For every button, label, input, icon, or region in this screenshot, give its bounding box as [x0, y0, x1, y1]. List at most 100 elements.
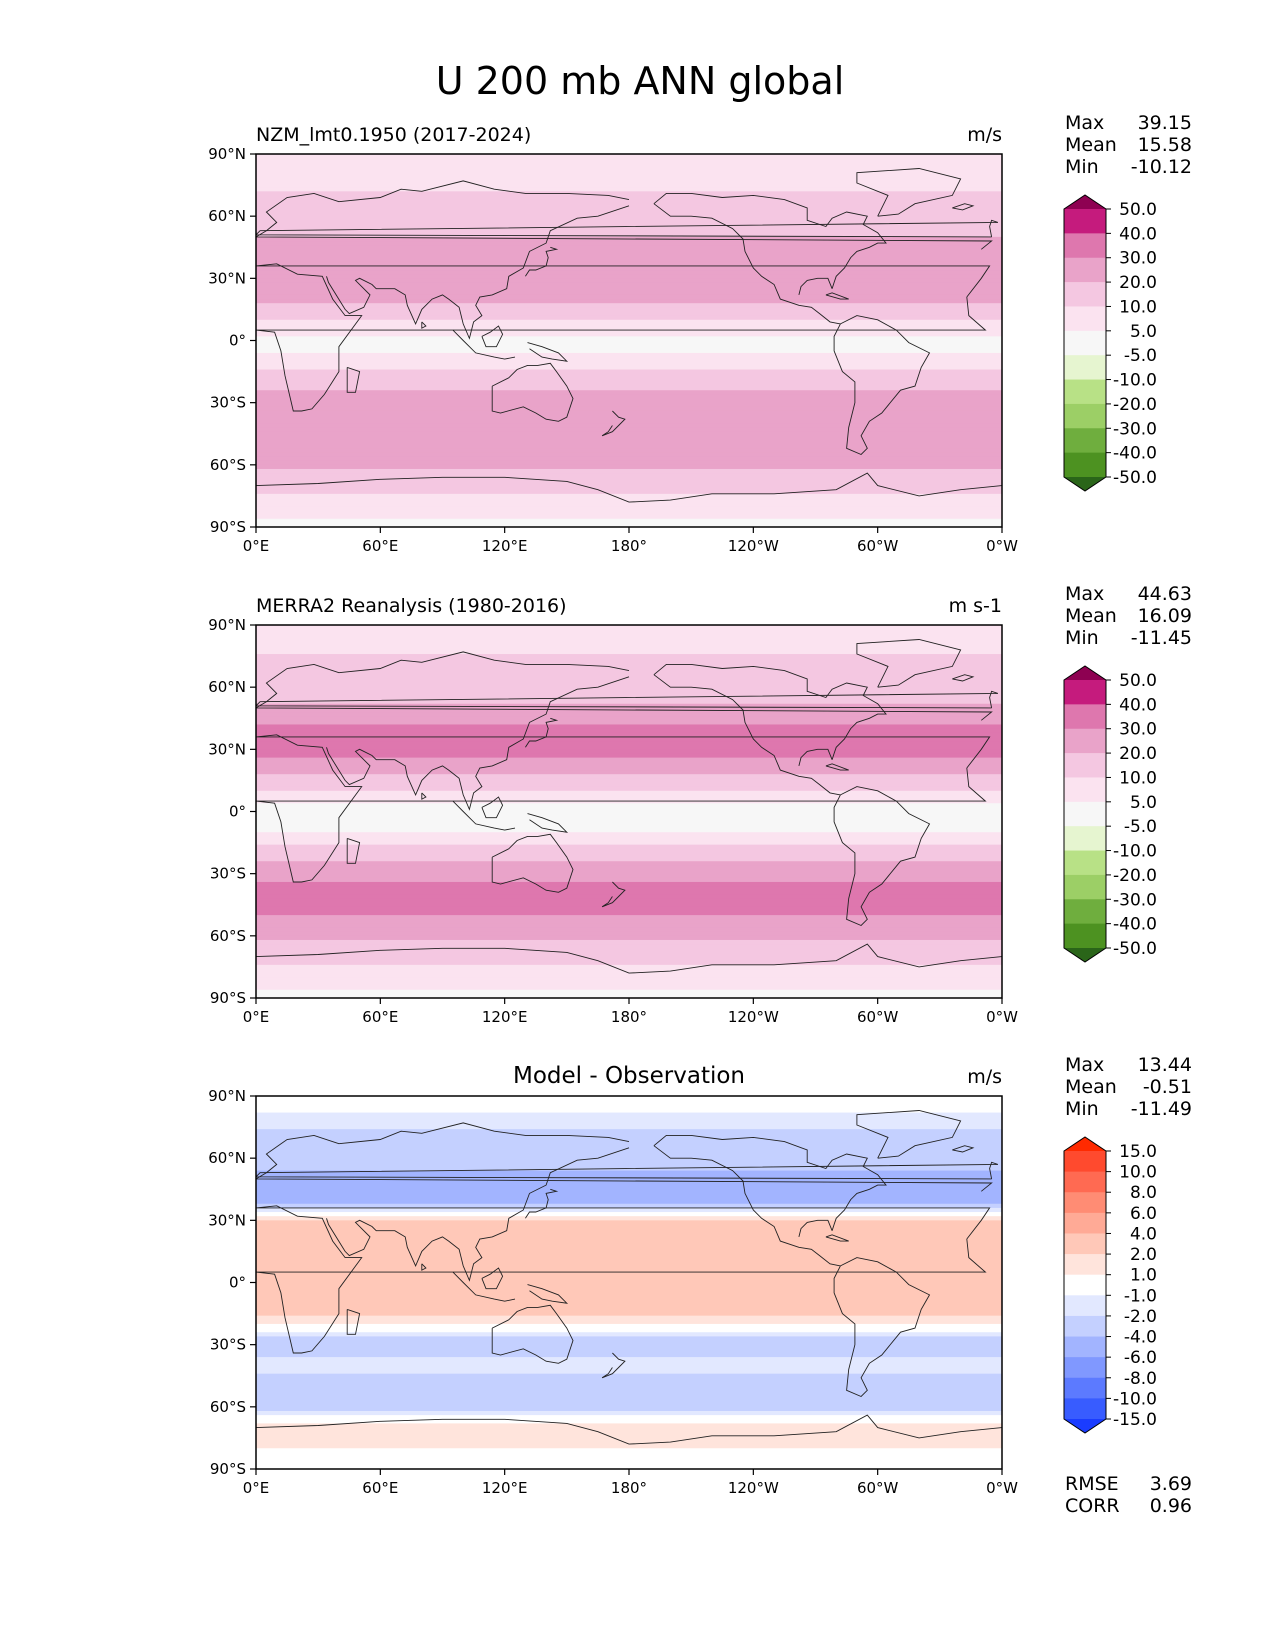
field-band	[256, 286, 1002, 292]
field-band	[256, 803, 1002, 808]
map-field	[256, 1096, 1002, 1469]
colorbar-label: -30.0	[1113, 890, 1157, 910]
coastline	[653, 1145, 841, 1267]
field-band	[256, 311, 1002, 317]
coastline	[256, 1205, 991, 1354]
field-band	[256, 365, 1002, 371]
field-band	[256, 687, 1002, 692]
field-band	[256, 919, 1002, 924]
field-band	[256, 323, 1002, 329]
colorbar-extend-top	[1064, 1137, 1106, 1151]
colorbar-swatch	[1064, 899, 1106, 925]
x-tick-label: 0°W	[986, 1479, 1018, 1497]
field-band	[256, 736, 1002, 742]
colorbar-label: -20.0	[1113, 866, 1157, 886]
x-tick-label: 120°W	[728, 537, 779, 555]
x-tick-label: 120°E	[482, 1479, 528, 1497]
field-band	[256, 786, 1002, 792]
colorbar-swatch	[1064, 355, 1106, 381]
colorbar-label: -50.0	[1113, 468, 1157, 488]
colorbar-extend-top	[1064, 195, 1106, 209]
field-band	[256, 832, 1002, 837]
x-tick-label: 120°E	[482, 1008, 528, 1026]
colorbar-swatch	[1064, 330, 1106, 356]
panel-units: m/s	[967, 124, 1002, 146]
colorbar-label: 10.0	[1119, 297, 1157, 317]
y-tick-label: 30°S	[210, 865, 246, 883]
colorbar-swatch	[1064, 923, 1106, 949]
coastline	[825, 763, 849, 771]
field-band	[256, 935, 1002, 941]
field-band	[256, 1191, 1002, 1197]
field-band	[256, 1282, 1002, 1288]
field-band	[256, 1340, 1002, 1346]
field-band	[256, 977, 1002, 983]
field-band	[256, 931, 1002, 937]
field-band	[256, 1170, 1002, 1176]
field-band	[256, 861, 1002, 866]
coastline	[601, 410, 626, 437]
field-band	[256, 183, 1002, 188]
field-band	[256, 828, 1002, 833]
panel-difference: Model - Observation m/s 0°E 60°E 120°E 180°…	[208, 1054, 1192, 1517]
coastline	[833, 1257, 931, 1398]
field-band	[256, 340, 1002, 346]
field-band	[256, 1386, 1002, 1391]
panel-title: NZM_lmt0.1950 (2017-2024)	[256, 124, 531, 146]
field-band	[256, 1352, 1002, 1358]
colorbar-label: 4.0	[1130, 1224, 1157, 1244]
field-band	[256, 741, 1002, 746]
field-band	[256, 1158, 1002, 1163]
colorbar-label: -5.0	[1124, 817, 1157, 837]
field-band	[256, 464, 1002, 470]
coastline	[256, 943, 1002, 974]
field-band	[256, 1236, 1002, 1242]
coastline	[256, 1161, 999, 1180]
axis-ticks: 0°E 60°E 120°E 180° 120°W 60°W 0°W 90°N 60°N 30°N…	[208, 616, 1018, 1026]
field-band	[256, 1328, 1002, 1333]
field-band	[256, 1104, 1002, 1110]
coastline	[256, 219, 999, 238]
colorbar-swatch	[1064, 1398, 1106, 1420]
coastline	[256, 690, 999, 709]
field-band	[256, 282, 1002, 288]
field-band	[256, 460, 1002, 466]
field-band	[256, 1415, 1002, 1420]
x-tick-label: 120°W	[728, 1008, 779, 1026]
y-tick-label: 90°N	[208, 145, 246, 163]
field-band	[256, 1319, 1002, 1325]
field-band	[256, 699, 1002, 705]
field-band	[256, 765, 1002, 771]
field-band	[256, 506, 1002, 512]
field-band	[256, 174, 1002, 180]
colorbar-label: 30.0	[1119, 249, 1157, 269]
field-band	[256, 452, 1002, 458]
colorbar-swatch	[1064, 403, 1106, 429]
field-band	[256, 344, 1002, 350]
colorbar-label: 40.0	[1119, 224, 1157, 244]
field-band	[256, 910, 1002, 916]
field-band	[256, 915, 1002, 920]
field-band	[256, 906, 1002, 912]
stat-value: -11.45	[1131, 627, 1192, 649]
field-band	[256, 1448, 1002, 1454]
colorbar-label: -1.0	[1124, 1286, 1157, 1306]
field-band	[256, 1220, 1002, 1226]
field-band	[256, 402, 1002, 408]
coastline	[326, 676, 630, 811]
colorbar-label: -50.0	[1113, 939, 1157, 959]
field-band	[256, 1290, 1002, 1296]
coastline	[525, 717, 559, 748]
coastline	[491, 362, 574, 422]
field-band	[256, 956, 1002, 962]
field-band	[256, 985, 1002, 991]
field-band	[256, 678, 1002, 684]
field-band	[256, 245, 1002, 250]
field-band	[256, 307, 1002, 313]
field-band	[256, 1207, 1002, 1213]
panel-units: m s-1	[949, 595, 1002, 617]
stat-label: Min	[1065, 627, 1099, 649]
coastline	[452, 800, 516, 831]
field-band	[256, 1361, 1002, 1366]
field-band	[256, 753, 1002, 759]
